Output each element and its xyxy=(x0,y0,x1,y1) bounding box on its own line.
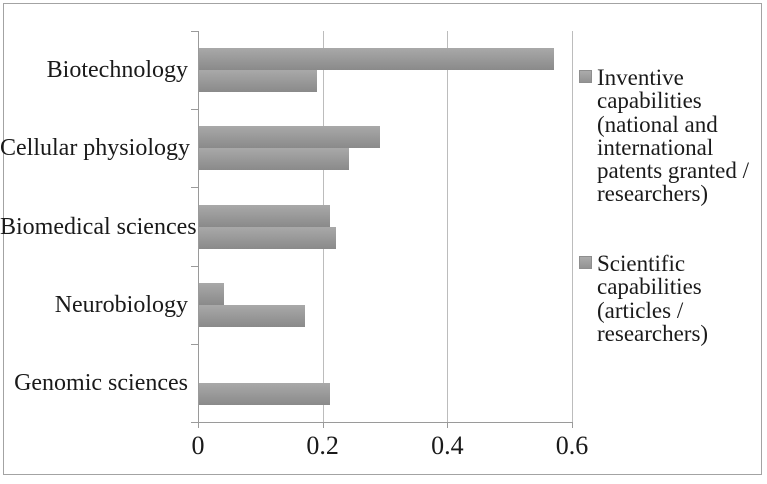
legend-marker-icon xyxy=(579,256,592,269)
y-axis-tick xyxy=(191,343,198,345)
bar-scientific-genomic-sciences xyxy=(199,382,330,405)
bar-scientific-biomedical-sciences xyxy=(199,226,336,249)
y-axis-tick xyxy=(191,265,198,267)
y-axis-tick xyxy=(191,187,198,189)
legend-entry-inventive: Inventive capabilities (national and int… xyxy=(576,66,764,206)
x-axis-line xyxy=(198,422,572,423)
bar-inventive-neurobiology xyxy=(199,282,224,305)
category-label-genomic-sciences: Genomic sciences xyxy=(14,369,188,396)
category-label-biotechnology: Biotechnology xyxy=(46,57,188,84)
bar-scientific-neurobiology xyxy=(199,304,305,327)
gridline-0.4 xyxy=(447,31,449,422)
legend-entry-label: Inventive capabilities (national and int… xyxy=(597,65,750,207)
category-label-cellular-physiology: Cellular physiology xyxy=(0,135,190,162)
gridline-0.6 xyxy=(572,31,573,422)
y-axis-tick xyxy=(191,109,198,111)
bar-inventive-cellular-physiology xyxy=(199,126,380,149)
x-axis-tick-0.2 xyxy=(322,422,324,428)
x-axis-tick-0 xyxy=(198,422,199,428)
bar-scientific-biotechnology xyxy=(199,70,317,93)
x-tick-label-0.2: 0.2 xyxy=(306,431,339,460)
bar-scientific-cellular-physiology xyxy=(199,148,349,171)
category-label-biomedical-sciences: Biomedical sciences xyxy=(0,213,197,240)
x-tick-label-0.4: 0.4 xyxy=(431,431,464,460)
category-label-neurobiology: Neurobiology xyxy=(54,291,188,318)
x-tick-label-0: 0 xyxy=(191,431,205,460)
y-axis-tick xyxy=(191,31,198,32)
legend-marker-icon xyxy=(579,70,592,83)
legend-entry-label: Scientific capabilities (articles / rese… xyxy=(597,251,709,346)
x-axis-tick-0.6 xyxy=(572,422,573,428)
x-axis-tick-0.4 xyxy=(447,422,449,428)
bar-inventive-biotechnology xyxy=(199,48,554,71)
y-axis-tick xyxy=(191,422,198,423)
legend-entry-scientific: Scientific capabilities (articles / rese… xyxy=(576,252,764,345)
y-axis-line xyxy=(198,31,199,422)
x-tick-label-0.6: 0.6 xyxy=(555,431,589,460)
bar-inventive-biomedical-sciences xyxy=(199,204,330,227)
